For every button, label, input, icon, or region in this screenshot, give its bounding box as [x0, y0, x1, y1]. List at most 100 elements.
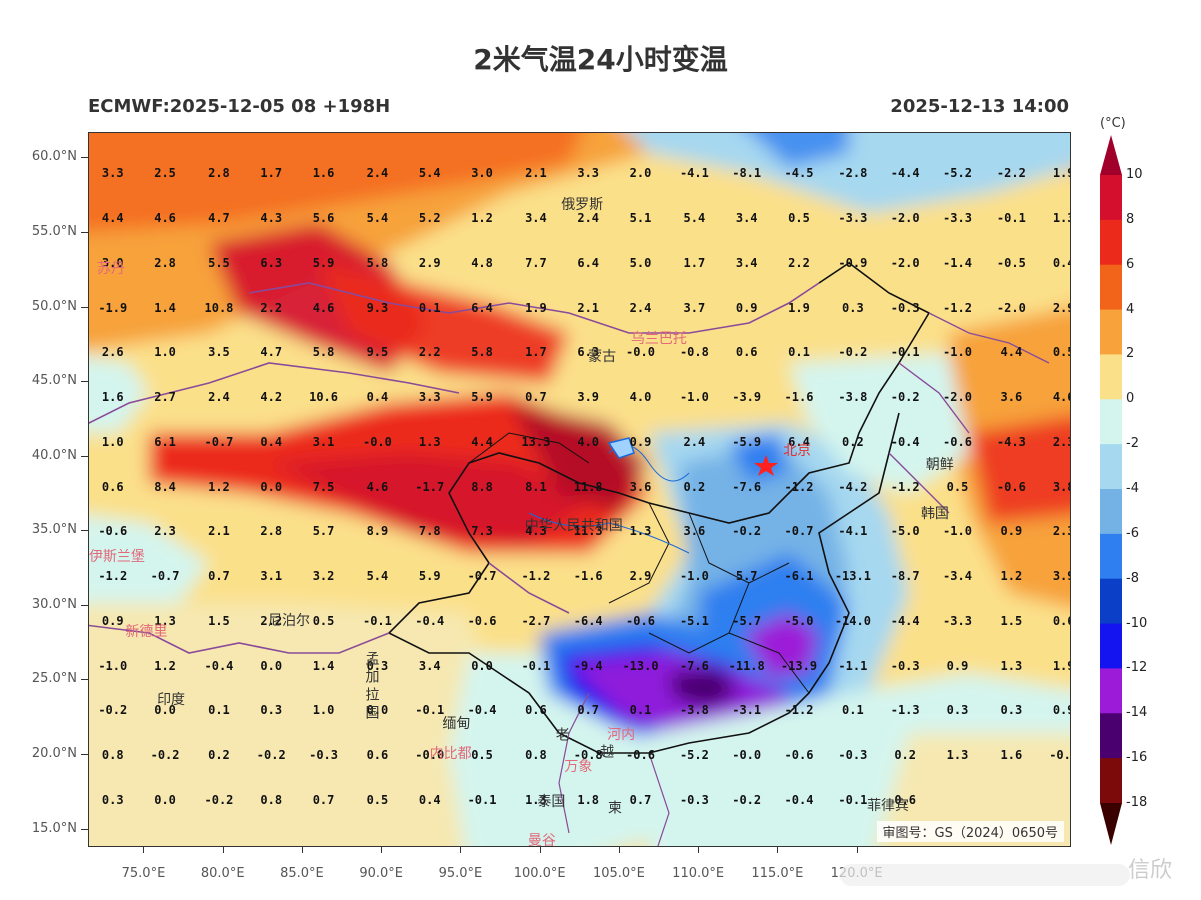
lat-tick-label: 15.0°N — [31, 820, 77, 836]
grid-value: -0.2 — [890, 390, 920, 405]
grid-value: -0.6 — [467, 613, 497, 628]
lat-tick-label: 25.0°N — [31, 671, 77, 687]
grid-value: -4.2 — [838, 479, 868, 494]
grid-value: -0.3 — [309, 748, 338, 762]
colorbar-label: -14 — [1126, 705, 1148, 721]
grid-value: -0.4 — [415, 613, 445, 628]
place-label: 北京 — [783, 443, 812, 460]
grid-value: -1.0 — [943, 524, 972, 539]
grid-value: -0.0 — [362, 434, 392, 449]
place-label: 俄罗斯 — [561, 197, 604, 214]
grid-value: 3.4 — [735, 211, 758, 226]
grid-value: 0.6 — [894, 792, 917, 807]
grid-value: -11.8 — [728, 658, 765, 673]
place-label: 中华人民共和国 — [524, 517, 623, 534]
colorbar-segment — [1100, 444, 1122, 490]
colorbar-label: -4 — [1126, 481, 1139, 496]
grid-value: 2.4 — [683, 434, 706, 449]
grid-value: 4.0 — [629, 390, 652, 405]
lon-tick-label: 85.0°E — [280, 866, 324, 881]
grid-value: 2.1 — [208, 524, 230, 539]
grid-value: -3.3 — [943, 613, 972, 628]
grid-value: 1.3 — [154, 613, 176, 628]
grid-value: 2.6 — [101, 345, 124, 360]
colorbar-segment — [1100, 578, 1122, 625]
lat-tick-label: 45.0°N — [31, 373, 77, 389]
model-run-label: ECMWF:2025-12-05 08 +198H — [88, 96, 391, 117]
grid-value: 2.3 — [1052, 434, 1070, 449]
lat-tick-mark — [81, 381, 88, 383]
grid-value: 4.8 — [471, 255, 493, 270]
grid-value: -5.1 — [679, 613, 709, 628]
grid-value: 2.2 — [788, 255, 810, 270]
grid-value: -1.1 — [838, 658, 868, 673]
place-label: 苏丹 — [96, 261, 125, 278]
lat-tick-label: 20.0°N — [31, 746, 77, 761]
map-approval-number: 审图号：GS（2024）0650号 — [876, 821, 1064, 842]
colorbar-label: 2 — [1126, 346, 1135, 362]
grid-value: -0.2 — [732, 792, 762, 807]
grid-value: 0.5 — [471, 748, 493, 762]
grid-value: 0.9 — [1052, 703, 1070, 718]
grid-value: -1.2 — [890, 479, 920, 494]
grid-value: 6.3 — [577, 345, 600, 360]
grid-value: -0.3 — [679, 792, 709, 807]
grid-value: 2.3 — [1052, 524, 1070, 539]
grid-value: -0.7 — [784, 524, 814, 539]
grid-value: 2.4 — [208, 390, 230, 405]
grid-value: 8.4 — [154, 479, 176, 494]
grid-value: 0.6 — [101, 479, 124, 494]
grid-value: 3.8 — [1052, 479, 1070, 494]
grid-value: -0.7 — [467, 569, 497, 583]
grid-value: 2.7 — [154, 390, 176, 405]
grid-value: -0.6 — [784, 748, 814, 762]
place-label: 韩国 — [920, 505, 949, 522]
colorbar-label: -6 — [1126, 525, 1139, 541]
grid-value: 0.0 — [260, 479, 283, 494]
lat-tick-mark — [81, 679, 88, 681]
grid-value: 3.5 — [208, 345, 230, 360]
grid-value: -0.1 — [890, 345, 920, 360]
grid-value: 5.4 — [366, 569, 389, 583]
grid-value: 7.3 — [471, 524, 493, 539]
lat-tick-label: 50.0°N — [31, 298, 77, 314]
grid-value: 3.1 — [312, 434, 335, 449]
place-label: 曼谷 — [527, 832, 556, 847]
grid-value: 1.3 — [1052, 211, 1070, 226]
grid-value: 0.0 — [366, 703, 389, 718]
grid-value: -5.0 — [784, 613, 814, 628]
grid-value: 1.0 — [154, 345, 176, 360]
grid-value: 1.6 — [1000, 748, 1023, 762]
grid-value: -0.1 — [467, 792, 497, 807]
grid-value: -3.8 — [679, 703, 709, 718]
grid-value: -0.8 — [679, 345, 709, 360]
grid-value: -0.1 — [362, 613, 392, 628]
lon-tick-mark — [539, 846, 541, 853]
grid-value: -5.2 — [943, 166, 972, 181]
grid-value: 3.0 — [471, 166, 493, 181]
grid-value: -0.8 — [573, 748, 603, 762]
grid-value: 0.5 — [366, 792, 389, 807]
place-label-vertical: 孟加拉国 — [363, 651, 380, 724]
grid-value: -13.1 — [834, 569, 871, 583]
grid-value: -3.4 — [943, 569, 972, 583]
lat-tick-mark — [81, 754, 88, 755]
grid-value: 11.8 — [573, 479, 603, 494]
lat-tick-label: 35.0°N — [31, 522, 77, 538]
grid-value: 0.0 — [154, 792, 176, 807]
map-title: 2米气温24小时变温 — [473, 43, 728, 76]
temperature-change-map[interactable]: 3.3 2.5 2.8 1.7 1.6 2.4 5.4 3.0 2.1 3.3 2.0 -4.1 -8.… — [88, 132, 1071, 847]
grid-value: 5.7 — [312, 524, 335, 539]
grid-value: 4.6 — [154, 211, 176, 226]
grid-value: 1.7 — [683, 255, 706, 270]
grid-value: 7.7 — [525, 255, 547, 270]
grid-value: 1.6 — [101, 390, 124, 405]
grid-value: 0.7 — [629, 792, 652, 807]
grid-value: -0.3 — [890, 300, 920, 315]
grid-value: -2.0 — [943, 390, 972, 405]
grid-value: 0.4 — [366, 390, 389, 405]
grid-value: 0.9 — [101, 613, 124, 628]
grid-value: 7.8 — [418, 524, 441, 539]
map-canvas — [89, 133, 1070, 846]
colorbar-segment — [1100, 309, 1122, 355]
